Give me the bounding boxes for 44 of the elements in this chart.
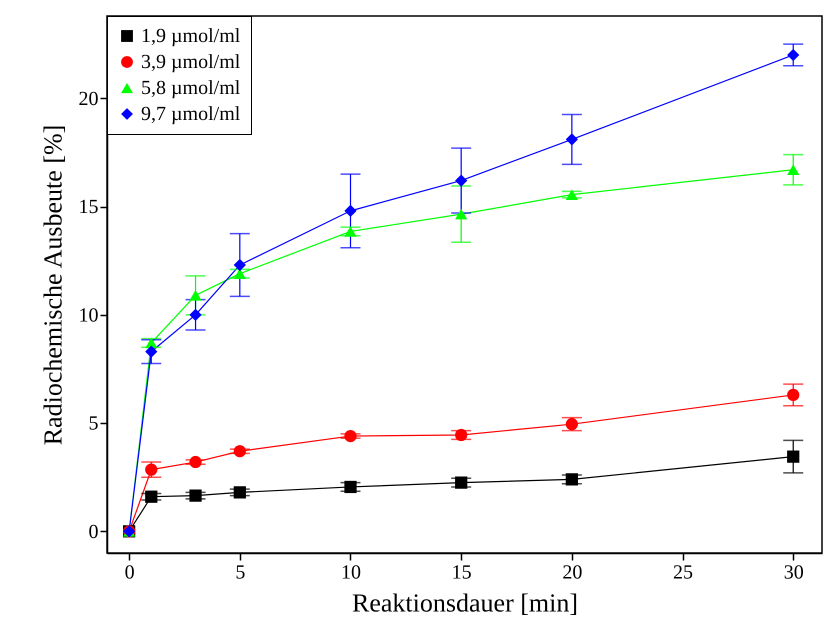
point	[344, 226, 357, 237]
point	[787, 388, 800, 402]
point	[566, 418, 578, 430]
point	[344, 204, 357, 218]
x-tick-label: 10	[341, 562, 361, 584]
x-tick-label: 20	[562, 562, 582, 584]
legend-label: 9,7 µmol/ml	[141, 103, 241, 125]
point	[145, 490, 158, 503]
point	[787, 164, 800, 176]
y-tick-label: 15	[78, 196, 98, 218]
x-tick-label: 5	[235, 562, 246, 584]
point	[344, 430, 357, 442]
point	[234, 258, 246, 272]
y-tick-label: 20	[78, 88, 98, 110]
legend-label: 1,9 µmol/ml	[141, 25, 241, 47]
point	[234, 486, 246, 498]
point	[566, 189, 578, 200]
point	[145, 346, 158, 358]
point	[566, 473, 578, 486]
point	[145, 464, 158, 476]
x-tick-label: 15	[452, 562, 472, 584]
legend-label: 5,8 µmol/ml	[141, 77, 241, 99]
point	[189, 308, 202, 321]
point	[566, 133, 578, 146]
x-axis-title: Reaktionsdauer [min]	[352, 588, 578, 618]
x-tick-label: 0	[124, 562, 135, 584]
x-tick-label: 30	[784, 562, 804, 584]
point	[787, 450, 800, 463]
point	[455, 428, 468, 442]
point	[787, 48, 800, 62]
y-tick-label: 10	[78, 304, 98, 326]
point	[189, 290, 202, 301]
point	[344, 480, 357, 494]
y-tick-label: 5	[88, 412, 98, 435]
x-tick-label: 25	[673, 562, 694, 584]
point	[189, 489, 202, 502]
point	[234, 445, 246, 458]
y-tick-label: 0	[88, 520, 98, 543]
point	[455, 476, 468, 489]
y-axis-title: Radiochemische Ausbeute [%]	[38, 124, 68, 446]
point	[189, 456, 202, 468]
point	[455, 208, 468, 220]
legend-label: 3,9 µmol/ml	[141, 51, 241, 73]
point	[455, 174, 468, 187]
